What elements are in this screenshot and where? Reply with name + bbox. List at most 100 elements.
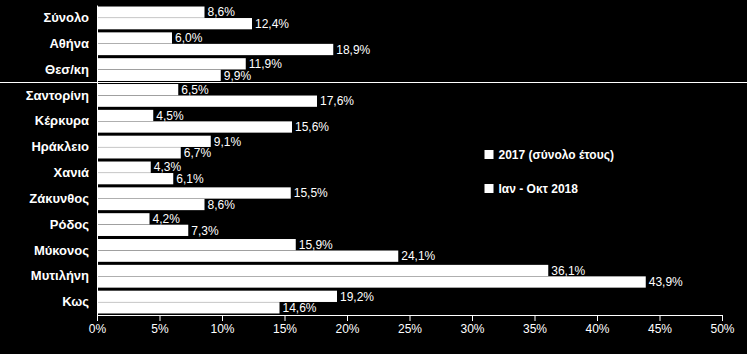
tick-label: 25% [398, 322, 422, 336]
bar [97, 147, 181, 158]
tick: 25% [398, 315, 422, 336]
tick: 15% [273, 315, 297, 336]
bar [97, 84, 178, 95]
separator [0, 82, 747, 83]
tick-label: 45% [648, 322, 672, 336]
tick-mark [160, 315, 161, 321]
tick-mark [222, 315, 223, 321]
legend-entry: 2017 (σύνολο έτους) [485, 148, 614, 162]
tick-label: Θεσ/κη [45, 62, 89, 77]
bars [97, 7, 646, 314]
tick-label: Χανιά [54, 165, 90, 180]
tick-mark [535, 315, 536, 321]
tick-label: 15% [273, 322, 297, 336]
data-label: 19,2% [340, 290, 374, 304]
bar [97, 162, 151, 173]
data-label: 17,6% [320, 94, 354, 108]
data-label: 4,5% [156, 109, 184, 123]
tick: Ζάκυνθος [29, 191, 97, 206]
tick-label: Μύκονος [34, 243, 89, 258]
axis-line [97, 6, 98, 316]
tick-label: 50% [710, 322, 734, 336]
legend: 2017 (σύνολο έτους) Ιαν - Οκτ 2018 [485, 148, 614, 196]
data-label: 9,1% [214, 135, 242, 149]
tick: 50% [710, 315, 734, 336]
bar [97, 96, 317, 107]
y-axis: Σύνολο Αθήνα Θεσ/κη Σαντορίνη Κέρκυρα Ηράκλει… [26, 6, 98, 316]
tick-label: 40% [585, 322, 609, 336]
bar [97, 32, 172, 43]
legend-label: 2017 (σύνολο έτους) [499, 148, 614, 162]
bar [97, 110, 153, 121]
bar [97, 225, 188, 236]
data-label: 15,5% [294, 186, 328, 200]
tick-mark [660, 315, 661, 321]
tick-label: 0% [89, 322, 107, 336]
data-label: 15,6% [295, 120, 329, 134]
tick-label: Μυτιλήνη [31, 268, 89, 283]
data-label: 36,1% [551, 264, 585, 278]
data-label: 15,9% [299, 238, 333, 252]
tick-label: Ηράκλειο [31, 139, 89, 154]
tick: 0% [89, 315, 107, 336]
tick: Ηράκλειο [31, 139, 97, 154]
data-label: 6,5% [181, 83, 209, 97]
legend-swatch [485, 150, 494, 159]
tick: 5% [151, 315, 169, 336]
plot: 8,6%6,0%11,9%6,5%4,5%9,1%4,3%15,5%4,2%15… [26, 5, 735, 335]
tick-label: Σαντορίνη [26, 88, 89, 103]
data-labels: 8,6%6,0%11,9%6,5%4,5%9,1%4,3%15,5%4,2%15… [153, 5, 684, 315]
data-label: 6,7% [184, 146, 212, 160]
data-label: 8,6% [208, 5, 236, 19]
legend-label: Ιαν - Οκτ 2018 [499, 182, 579, 196]
tick-label: Κέρκυρα [35, 113, 89, 128]
tick: 10% [210, 315, 234, 336]
bar [97, 70, 221, 81]
tick-label: Ζάκυνθος [29, 191, 89, 206]
data-label: 12,4% [255, 17, 289, 31]
tick-mark [472, 315, 473, 321]
bar [97, 7, 205, 18]
tick-mark [285, 315, 286, 321]
tick-label: 20% [335, 322, 359, 336]
tick: Ρόδος [50, 217, 97, 232]
tick-mark [97, 315, 98, 321]
data-label: 8,6% [208, 198, 236, 212]
chart: 8,6%6,0%11,9%6,5%4,5%9,1%4,3%15,5%4,2%15… [0, 0, 747, 354]
data-label: 43,9% [649, 275, 683, 289]
tick-mark [410, 315, 411, 321]
tick-label: 35% [523, 322, 547, 336]
tick: Αθήνα [49, 36, 97, 51]
tick-label: Κως [62, 294, 89, 309]
background [0, 0, 747, 354]
tick-mark [347, 315, 348, 321]
tick: 20% [335, 315, 359, 336]
x-axis: 0%5%10%15%20%25%30%35%40%45%50% [89, 315, 735, 336]
tick: Κως [62, 294, 97, 309]
bar [97, 302, 280, 313]
tick-label: 5% [151, 322, 169, 336]
bar [97, 251, 398, 262]
tick-label: Αθήνα [49, 36, 89, 51]
tick: Σύνολο [43, 10, 97, 25]
data-label: 18,9% [336, 43, 370, 57]
data-label: 11,9% [249, 57, 282, 71]
data-label: 6,1% [176, 172, 204, 186]
tick-label: 10% [210, 322, 234, 336]
bar [97, 276, 646, 287]
tick-mark [597, 315, 598, 321]
data-label: 9,9% [224, 69, 252, 83]
tick: Κέρκυρα [35, 113, 97, 128]
tick: 35% [523, 315, 547, 336]
tick: Θεσ/κη [45, 62, 97, 77]
tick: 45% [648, 315, 672, 336]
legend-entry: Ιαν - Οκτ 2018 [485, 182, 579, 196]
tick: 40% [585, 315, 609, 336]
bar [97, 18, 252, 29]
legend-swatch [485, 184, 494, 193]
data-label: 4,2% [153, 212, 181, 226]
bar [97, 121, 292, 132]
tick: Σαντορίνη [26, 88, 97, 103]
tick: Μυτιλήνη [31, 268, 97, 283]
bar [97, 199, 205, 210]
